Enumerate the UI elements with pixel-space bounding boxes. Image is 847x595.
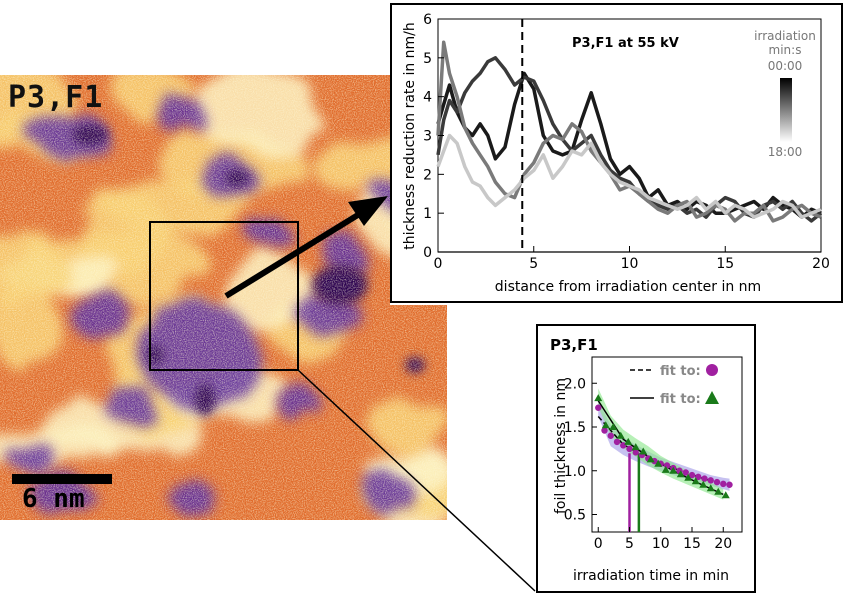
chart2-point-triangle xyxy=(691,477,700,485)
chart2-xtick-label: 15 xyxy=(683,536,701,552)
chart2-point-circle xyxy=(720,480,727,488)
chart1-xtick-label: 0 xyxy=(434,256,443,272)
chart2-point-circle xyxy=(707,477,714,484)
chart1-ytick-label: 1 xyxy=(423,206,432,222)
chart1-ytick-label: 5 xyxy=(423,51,432,67)
chart2-xtick-label: 5 xyxy=(625,536,634,552)
chart2-point-triangle xyxy=(624,437,633,445)
chart1-ytick-label: 3 xyxy=(423,129,432,145)
chart2-point-triangle xyxy=(669,466,678,474)
chart1-ylabel: thickness reduction rate in nm/h xyxy=(402,22,418,250)
chart2-ytick-label: 1.5 xyxy=(564,420,586,436)
chart2-xtick-label: 10 xyxy=(652,536,670,552)
chart2-title: P3,F1 xyxy=(550,336,598,354)
chart2-point-triangle xyxy=(609,423,618,430)
grain-overlay xyxy=(0,75,447,520)
chart1-ytick-label: 4 xyxy=(423,90,432,106)
micrograph-image xyxy=(0,75,447,520)
chart2-point-circle xyxy=(713,478,721,486)
chart2-point-circle xyxy=(601,427,608,434)
chart2-plot-area xyxy=(591,356,743,533)
chart2-point-circle xyxy=(726,481,733,488)
chart2-point-circle xyxy=(607,432,614,439)
chart2-point-triangle xyxy=(594,394,603,402)
scalebar xyxy=(12,474,112,484)
chart2-point-triangle xyxy=(706,484,715,492)
colorbar-bottom-label: 18:00 xyxy=(768,145,803,159)
chart2-xlabel: irradiation time in min xyxy=(573,568,729,584)
legend-fit-to-2: fit to: xyxy=(660,392,701,407)
chart1-title: P3,F1 at 55 kV xyxy=(572,36,679,51)
chart1-ytick-label: 2 xyxy=(423,167,432,183)
chart2-point-triangle xyxy=(714,487,723,495)
chart2-xtick-label: 20 xyxy=(714,536,732,552)
thickness-rate-chart: 0 5 10 15 20 0 1 2 3 4 5 6 P3,F1 at 55 kV distance … xyxy=(390,3,844,305)
chart1-xtick-label: 10 xyxy=(621,256,639,272)
scalebar-label: 6 nm xyxy=(22,484,85,514)
chart2-point-circle xyxy=(613,438,621,446)
chart2-point-circle xyxy=(701,475,708,482)
legend-circle-marker xyxy=(706,364,718,376)
chart2-point-triangle xyxy=(616,431,625,439)
chart1-series-line-0 xyxy=(436,71,822,219)
chart1-xtick-label: 20 xyxy=(812,256,830,272)
chart2-xtick-label: 0 xyxy=(594,536,603,552)
chart1-ytick-label: 6 xyxy=(423,12,432,28)
foil-thickness-chart: 0 5 10 15 20 0.5 1.0 1.5 2.0 P3,F1 irradiation t… xyxy=(536,324,758,594)
chart2-point-triangle xyxy=(684,473,693,481)
chart2-point-triangle xyxy=(676,470,685,478)
micrograph-label: P3,F1 xyxy=(8,80,104,115)
chart1-series-line-2 xyxy=(436,40,822,223)
chart2-point-triangle xyxy=(661,465,670,473)
chart2-point-circle xyxy=(626,445,633,453)
chart1-series-line-3 xyxy=(436,133,822,219)
chart2-ytick-label: 1.0 xyxy=(564,464,586,480)
colorbar xyxy=(780,78,792,142)
chart2-point-circle xyxy=(620,442,627,449)
chart2-point-circle xyxy=(595,404,602,411)
chart2-point-triangle xyxy=(646,455,655,463)
chart2-point-circle xyxy=(688,471,696,479)
colorbar-top-label: 00:00 xyxy=(768,59,803,73)
legend-fit-to-1: fit to: xyxy=(660,364,701,379)
chart2-point-triangle xyxy=(721,491,730,499)
legend-triangle-marker xyxy=(705,391,719,404)
chart2-ylabel: foil thickness in nm xyxy=(553,378,569,514)
chart2-point-triangle xyxy=(631,443,640,451)
chart2-point-triangle xyxy=(639,447,648,455)
chart2-ytick-label: 0.5 xyxy=(564,508,586,524)
chart1-xtick-label: 5 xyxy=(529,256,538,272)
chart2-point-circle xyxy=(632,449,639,456)
chart2-point-triangle xyxy=(601,421,610,429)
chart1-xtick-label: 15 xyxy=(716,256,734,272)
chart2-point-triangle xyxy=(654,459,663,467)
chart1-ytick-label: 0 xyxy=(423,245,432,261)
colorbar-title-2: min:s xyxy=(769,43,802,57)
chart2-ytick-label: 2.0 xyxy=(564,376,586,392)
chart2-point-triangle xyxy=(699,480,708,488)
micrograph-panel xyxy=(0,75,447,520)
chart2-point-circle xyxy=(695,473,702,481)
chart2-point-circle xyxy=(682,469,689,476)
colorbar-title-1: irradiation xyxy=(754,29,816,43)
chart1-xlabel: distance from irradiation center in nm xyxy=(495,279,761,295)
